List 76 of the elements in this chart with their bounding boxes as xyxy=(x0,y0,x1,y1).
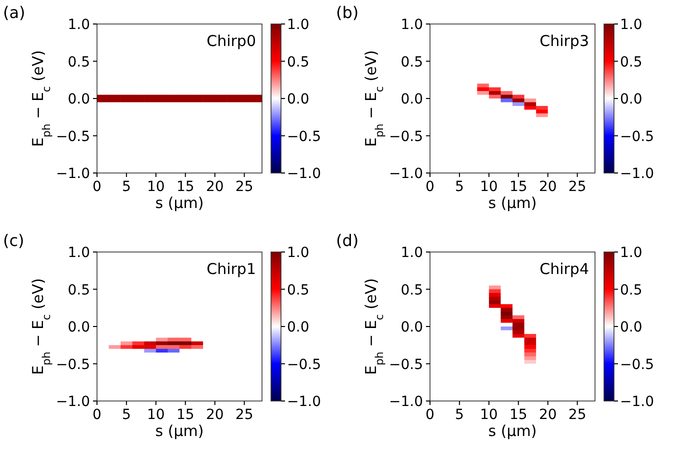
annotation: Chirp3 xyxy=(540,32,589,50)
x-axis-title: s (µm) xyxy=(155,194,204,212)
color-bar-label: −1.0 xyxy=(620,394,654,410)
x-tick-label: 5 xyxy=(455,179,464,195)
y-tick-label: 0.0 xyxy=(400,320,423,336)
x-axis-title: s (µm) xyxy=(155,422,204,440)
x-tick-label: 15 xyxy=(509,179,528,195)
x-tick-label: 5 xyxy=(122,179,131,195)
y-tick-label: −0.5 xyxy=(389,356,423,373)
x-tick-label: 15 xyxy=(176,179,194,195)
y-tick-label: −1.0 xyxy=(56,394,90,410)
x-tick-label: 5 xyxy=(455,407,464,423)
x-tick-label: 20 xyxy=(538,407,557,423)
x-tick-label: 10 xyxy=(147,407,165,423)
color-bar-label: 1.0 xyxy=(620,245,642,261)
x-tick-label: 0 xyxy=(426,179,434,195)
color-bar-label: 1.0 xyxy=(287,245,310,261)
x-tick-label: 10 xyxy=(480,179,498,195)
x-tick-label: 25 xyxy=(235,407,254,423)
x-tick-label: 0 xyxy=(92,407,102,423)
x-tick-label: 5 xyxy=(122,407,131,423)
y-tick-label: 0.0 xyxy=(400,92,423,108)
x-tick-label: 15 xyxy=(176,407,194,423)
chart-title: (c) xyxy=(3,231,24,250)
y-tick-label: −1.0 xyxy=(56,166,90,182)
x-tick-label: 10 xyxy=(480,407,498,423)
y-tick-label: 0.5 xyxy=(68,54,90,70)
x-tick-label: 10 xyxy=(147,179,165,195)
color-bar-label: 0.5 xyxy=(287,54,310,70)
x-tick-label: 0 xyxy=(426,407,434,423)
x-tick-label: 25 xyxy=(568,407,586,423)
y-tick-label: 0.5 xyxy=(400,282,423,298)
chart-title: (b) xyxy=(336,3,359,22)
x-axis-title: s (µm) xyxy=(488,422,537,440)
y-tick-label: −0.5 xyxy=(56,128,90,145)
color-bar-label: 0.5 xyxy=(620,54,642,70)
color-bar-label: −0.5 xyxy=(620,128,654,145)
x-tick-label: 25 xyxy=(568,179,586,195)
y-tick-label: −0.5 xyxy=(56,356,90,373)
color-bar-label: −0.5 xyxy=(620,356,654,373)
x-tick-label: 0 xyxy=(92,179,102,195)
color-bar-label: 0.5 xyxy=(620,282,642,298)
color-bar-label: 0.0 xyxy=(620,92,642,108)
y-tick-label: 0.0 xyxy=(68,92,90,108)
y-tick-label: 1.0 xyxy=(68,17,90,33)
y-tick-label: 1.0 xyxy=(68,245,90,261)
y-tick-label: 0.5 xyxy=(400,54,423,70)
color-bar-label: −0.5 xyxy=(287,356,321,373)
x-tick-label: 15 xyxy=(509,407,528,423)
chart-title: (d) xyxy=(336,231,359,250)
annotation: Chirp4 xyxy=(540,260,589,278)
y-tick-label: −1.0 xyxy=(389,166,423,182)
color-bar-label: 0.0 xyxy=(287,92,310,108)
y-tick-label: 1.0 xyxy=(400,17,423,33)
y-tick-label: 0.0 xyxy=(68,320,90,336)
x-tick-label: 20 xyxy=(206,407,224,423)
color-bar-label: 0.5 xyxy=(287,282,310,298)
color-bar-label: −1.0 xyxy=(287,394,321,410)
x-tick-label: 20 xyxy=(206,179,224,195)
y-tick-label: −0.5 xyxy=(389,128,423,145)
color-bar-label: 1.0 xyxy=(620,17,642,33)
y-tick-label: 0.5 xyxy=(68,282,90,298)
color-bar-label: −0.5 xyxy=(287,128,321,145)
color-bar-label: 0.0 xyxy=(620,320,642,336)
color-bar-label: −1.0 xyxy=(287,166,321,182)
y-tick-label: 1.0 xyxy=(400,245,423,261)
annotation: Chirp0 xyxy=(206,32,256,50)
color-bar-label: 0.0 xyxy=(287,320,310,336)
y-tick-label: −1.0 xyxy=(389,394,423,410)
color-bar-label: −1.0 xyxy=(620,166,654,182)
x-tick-label: 25 xyxy=(235,179,254,195)
x-axis-title: s (µm) xyxy=(488,194,537,212)
annotation: Chirp1 xyxy=(206,260,256,278)
color-bar-label: 1.0 xyxy=(287,17,310,33)
x-tick-label: 20 xyxy=(538,179,557,195)
chart-title: (a) xyxy=(3,3,26,22)
